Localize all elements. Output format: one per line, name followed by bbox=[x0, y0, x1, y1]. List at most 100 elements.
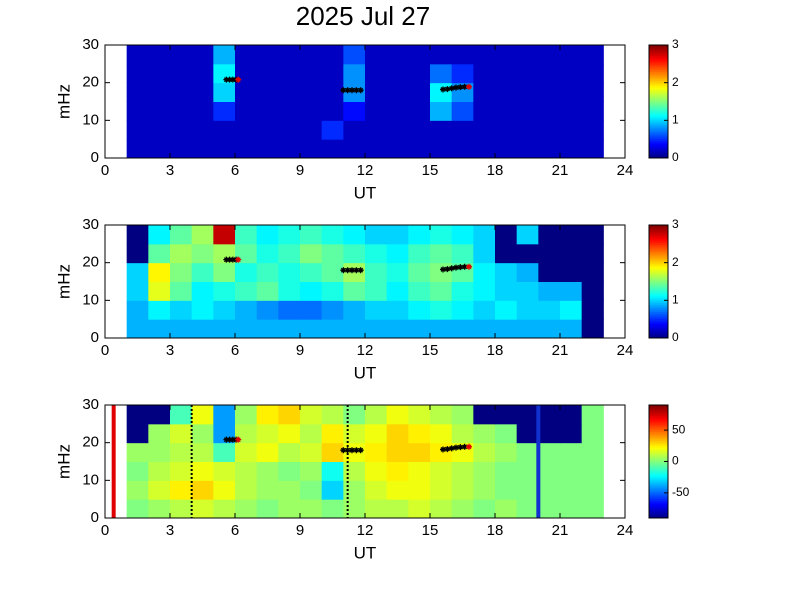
heatmap-cell bbox=[300, 45, 323, 65]
colorbar-step bbox=[649, 133, 668, 136]
colorbar-step bbox=[649, 67, 668, 71]
heatmap-cell bbox=[516, 499, 539, 519]
heatmap-cell bbox=[538, 405, 561, 425]
colorbar-step bbox=[649, 120, 668, 124]
colorbar-step bbox=[649, 230, 668, 233]
colorbar-step bbox=[649, 475, 668, 478]
colorbar-step bbox=[649, 323, 668, 327]
heatmap-cell bbox=[300, 461, 323, 481]
heatmap-cell bbox=[451, 480, 474, 500]
colorbar-step bbox=[649, 57, 668, 60]
colorbar-step bbox=[649, 71, 668, 74]
colorbar-step bbox=[649, 99, 668, 102]
heatmap-cell bbox=[343, 262, 366, 282]
heatmap-cell bbox=[126, 499, 149, 519]
event-marker bbox=[235, 436, 242, 443]
heatmap-cell bbox=[430, 405, 453, 425]
heatmap-cell bbox=[191, 225, 214, 245]
heatmap-cell bbox=[191, 461, 214, 481]
heatmap-cell bbox=[538, 225, 561, 245]
heatmap-cell bbox=[235, 480, 258, 500]
heatmap-cell bbox=[148, 63, 171, 84]
colorbar-tick-label: 0 bbox=[672, 454, 679, 468]
heatmap-cell bbox=[343, 442, 366, 462]
colorbar-step bbox=[649, 276, 668, 279]
colorbar-step bbox=[649, 263, 668, 267]
heatmap-cell bbox=[408, 319, 431, 339]
colorbar-step bbox=[649, 429, 668, 432]
colorbar-step bbox=[649, 440, 668, 443]
heatmap-cell bbox=[321, 262, 344, 282]
colorbar-step bbox=[649, 443, 668, 447]
heatmap-cell bbox=[278, 461, 301, 481]
heatmap-cell bbox=[386, 45, 409, 65]
heatmap-cell bbox=[278, 101, 301, 121]
colorbar-step bbox=[649, 435, 668, 438]
heatmap-cell bbox=[170, 423, 193, 444]
event-marker bbox=[466, 443, 472, 450]
heatmap-cell bbox=[170, 461, 193, 481]
heatmap-cell bbox=[430, 120, 453, 140]
y-tick-label: 10 bbox=[82, 471, 99, 488]
colorbar-step bbox=[649, 136, 668, 140]
colorbar-step bbox=[649, 286, 668, 290]
heatmap-cell bbox=[148, 45, 171, 65]
colorbar-step bbox=[649, 277, 668, 281]
heatmap-cell bbox=[386, 63, 409, 84]
colorbar-step bbox=[649, 299, 668, 302]
y-tick-label: 20 bbox=[82, 74, 99, 91]
heatmap-cell bbox=[256, 139, 279, 159]
heatmap-cell bbox=[278, 63, 301, 84]
heatmap-cell bbox=[386, 139, 409, 159]
event-marker bbox=[349, 267, 355, 274]
colorbar-step bbox=[649, 96, 668, 99]
heatmap-cell bbox=[430, 461, 453, 481]
heatmap-cell bbox=[343, 405, 366, 425]
colorbar-step bbox=[649, 256, 668, 260]
heatmap-cell bbox=[170, 82, 193, 102]
heatmap-cell bbox=[235, 442, 258, 462]
heatmap-cell bbox=[386, 262, 409, 282]
heatmap-cell bbox=[581, 300, 604, 320]
heatmap-cell bbox=[343, 300, 366, 320]
heatmap-cell bbox=[321, 499, 344, 519]
heatmap-cell bbox=[148, 243, 171, 264]
heatmap-cell bbox=[365, 300, 388, 320]
heatmap-cell bbox=[321, 319, 344, 339]
colorbar-step bbox=[649, 486, 668, 489]
x-tick-label: 12 bbox=[357, 162, 374, 179]
heatmap-cell bbox=[256, 225, 279, 245]
heatmap-cell bbox=[170, 442, 193, 462]
colorbar-step bbox=[649, 465, 668, 468]
colorbar-step bbox=[649, 413, 668, 417]
heatmap-cell bbox=[495, 243, 518, 264]
heatmap-cell bbox=[191, 499, 214, 519]
colorbar-step bbox=[649, 152, 668, 155]
heatmap-cell bbox=[148, 262, 171, 282]
heatmap-cell bbox=[430, 319, 453, 339]
heatmap-cell bbox=[300, 101, 323, 121]
x-tick-label: 21 bbox=[552, 342, 569, 359]
colorbar-step bbox=[649, 500, 668, 503]
heatmap-cell bbox=[256, 499, 279, 519]
heatmap-cell bbox=[386, 442, 409, 462]
heatmap-cell bbox=[343, 319, 366, 339]
event-marker bbox=[226, 76, 233, 83]
heatmap-cell bbox=[343, 82, 366, 102]
heatmap-cell bbox=[300, 139, 323, 159]
heatmap-cell bbox=[278, 262, 301, 282]
colorbar-step bbox=[649, 150, 668, 154]
event-marker bbox=[223, 256, 230, 263]
heatmap-cell bbox=[213, 300, 236, 320]
colorbar-step bbox=[649, 124, 668, 127]
heatmap-cell bbox=[581, 423, 604, 444]
colorbar-step bbox=[649, 479, 668, 482]
heatmap-cell bbox=[365, 45, 388, 65]
y-axis-label: mHz bbox=[54, 444, 73, 479]
heatmap-cell bbox=[170, 262, 193, 282]
colorbar-step bbox=[649, 281, 668, 284]
heatmap-cell bbox=[256, 442, 279, 462]
y-tick-label: 20 bbox=[82, 434, 99, 451]
heatmap-cell bbox=[365, 480, 388, 500]
